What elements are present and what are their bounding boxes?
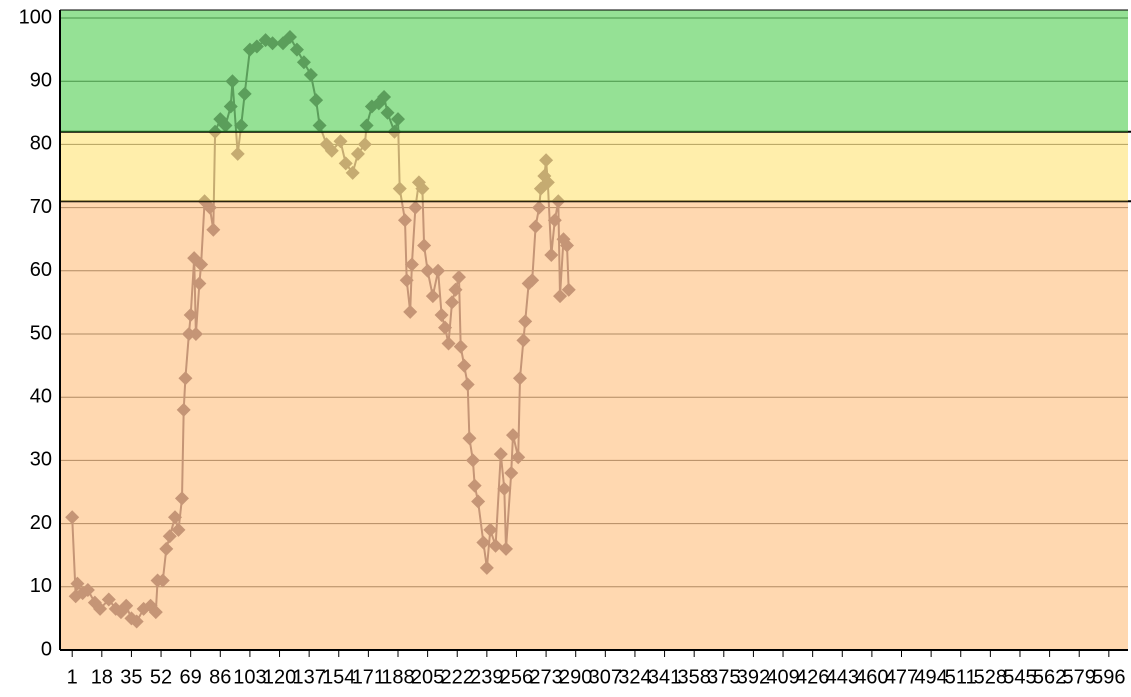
x-tick-label: 324 (618, 666, 651, 688)
y-tick-label: 50 (30, 322, 52, 344)
x-tick-label: 511 (945, 666, 977, 688)
x-tick-label: 18 (91, 666, 113, 688)
x-tick-label: 120 (263, 666, 296, 688)
y-tick-label: 40 (30, 385, 52, 407)
x-tick-label: 596 (1092, 666, 1125, 688)
y-tick-label: 20 (30, 512, 52, 534)
y-tick-label: 80 (30, 133, 52, 155)
x-tick-label: 358 (677, 666, 710, 688)
threshold-band (60, 131, 1128, 202)
x-tick-label: 460 (855, 666, 888, 688)
threshold-band (60, 10, 1128, 132)
y-tick-label: 90 (30, 69, 52, 91)
x-tick-label: 154 (322, 666, 355, 688)
threshold-band (60, 201, 1128, 650)
x-tick-label: 562 (1033, 666, 1066, 688)
x-tick-label: 171 (352, 666, 385, 688)
x-tick-label: 35 (120, 666, 142, 688)
x-tick-label: 188 (381, 666, 414, 688)
x-tick-label: 86 (209, 666, 231, 688)
x-tick-label: 239 (470, 666, 503, 688)
y-tick-label: 60 (30, 259, 52, 281)
y-tick-label: 10 (30, 575, 52, 597)
x-tick-label: 409 (766, 666, 799, 688)
y-tick-label: 70 (30, 196, 52, 218)
x-tick-label: 443 (826, 666, 859, 688)
x-tick-label: 307 (589, 666, 622, 688)
x-tick-label: 1 (67, 666, 78, 688)
x-tick-label: 375 (707, 666, 740, 688)
x-tick-label: 273 (529, 666, 562, 688)
x-tick-label: 52 (150, 666, 172, 688)
y-tick-label: 30 (30, 449, 52, 471)
y-tick-label: 0 (41, 638, 52, 660)
x-tick-label: 256 (500, 666, 533, 688)
x-tick-label: 426 (796, 666, 829, 688)
x-tick-label: 528 (974, 666, 1007, 688)
x-tick-label: 103 (233, 666, 266, 688)
x-tick-label: 545 (1003, 666, 1036, 688)
x-tick-label: 290 (559, 666, 592, 688)
x-tick-label: 69 (180, 666, 202, 688)
x-tick-label: 579 (1063, 666, 1096, 688)
x-tick-label: 137 (292, 666, 325, 688)
x-tick-label: 205 (411, 666, 444, 688)
x-tick-label: 341 (648, 666, 681, 688)
x-tick-label: 222 (441, 666, 474, 688)
y-tick-label: 100 (19, 6, 52, 28)
x-tick-label: 494 (914, 666, 947, 688)
x-tick-label: 477 (885, 666, 918, 688)
x-tick-label: 392 (737, 666, 770, 688)
